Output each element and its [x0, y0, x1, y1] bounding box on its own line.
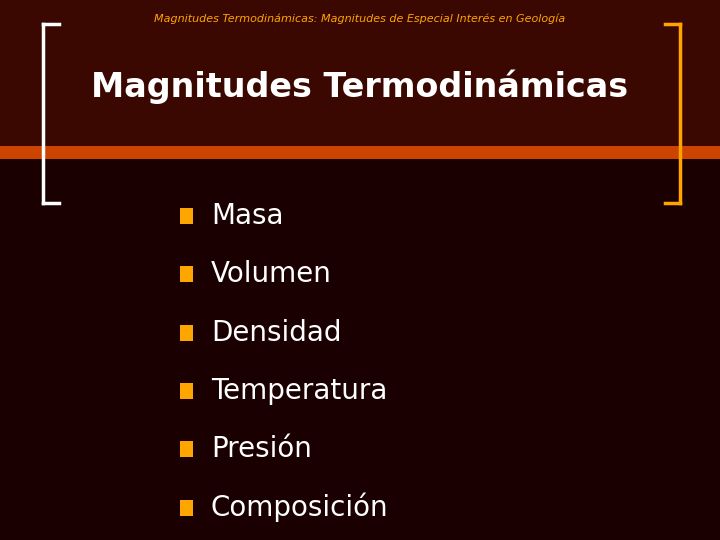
Text: Magnitudes Termodinámicas: Magnitudes Termodinámicas — [91, 69, 629, 104]
Text: Volumen: Volumen — [211, 260, 332, 288]
Text: Composición: Composición — [211, 493, 389, 522]
Text: Temperatura: Temperatura — [211, 377, 387, 405]
Text: Densidad: Densidad — [211, 319, 341, 347]
Text: Presión: Presión — [211, 435, 312, 463]
Text: Magnitudes Termodinámicas: Magnitudes de Especial Interés en Geología: Magnitudes Termodinámicas: Magnitudes de… — [154, 14, 566, 24]
Text: Masa: Masa — [211, 202, 284, 230]
